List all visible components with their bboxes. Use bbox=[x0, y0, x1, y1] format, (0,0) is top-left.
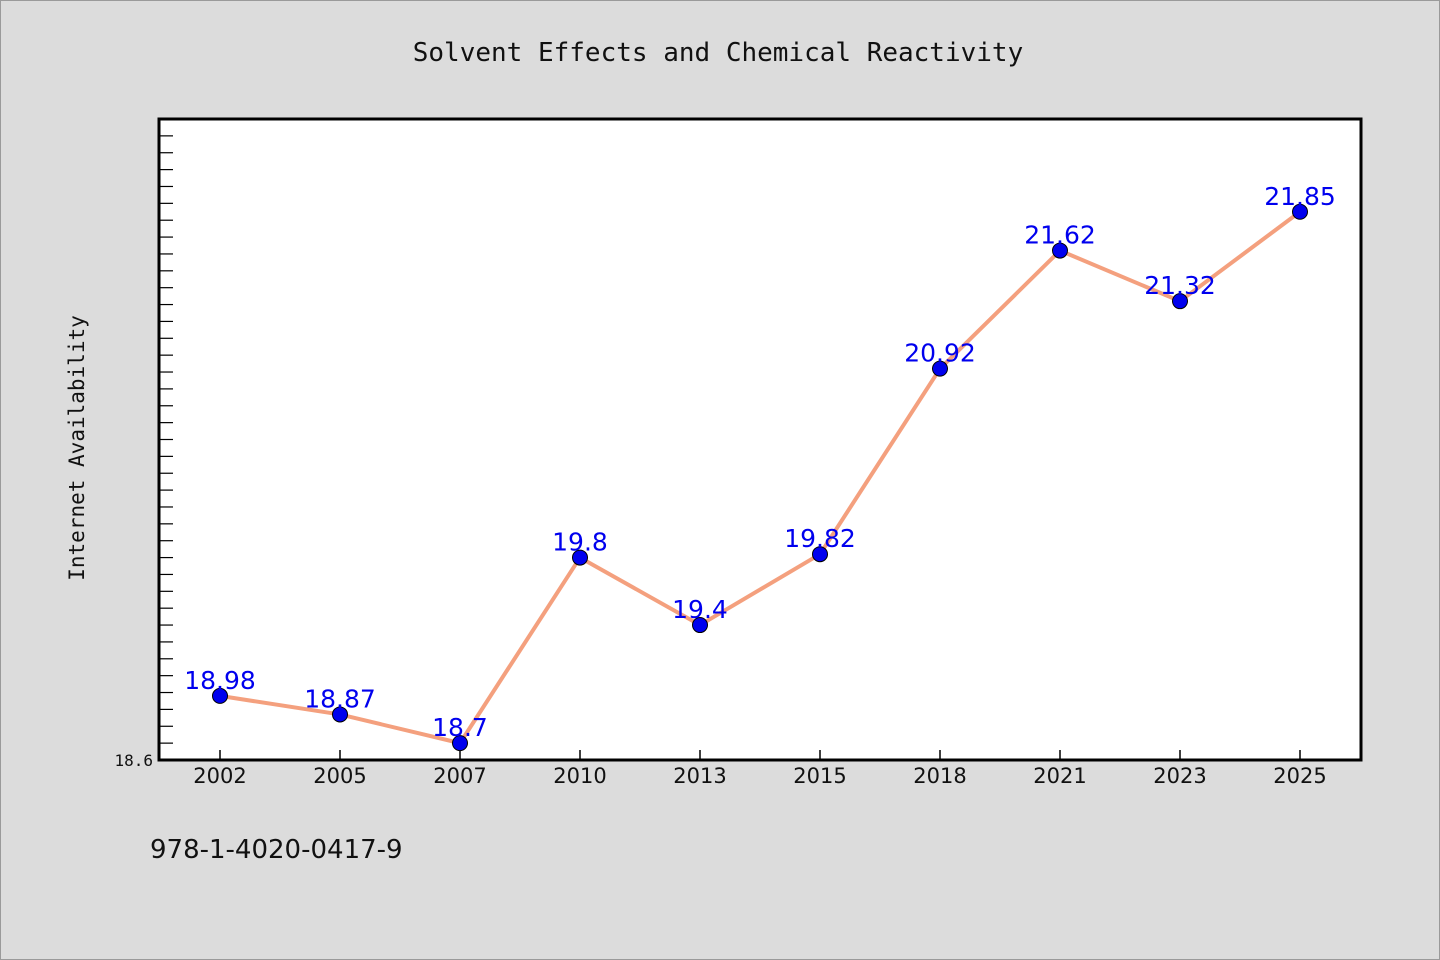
chart-title: Solvent Effects and Chemical Reactivity bbox=[413, 38, 1023, 68]
x-tick-label: 2018 bbox=[913, 764, 966, 788]
y-axis-label: Internet Availability bbox=[65, 315, 89, 581]
data-label: 20.92 bbox=[904, 339, 976, 368]
series-line-group: 18.98 18.87 18.7 19.8 19.4 19.82 20.92 21.62 21.… bbox=[184, 182, 1336, 752]
y-tick-label: 18.6 bbox=[114, 751, 153, 770]
data-point-marker bbox=[692, 617, 708, 634]
y-axis-ticks: 18.6 bbox=[114, 135, 173, 770]
x-tick-label: 2025 bbox=[1273, 764, 1326, 788]
data-point-marker bbox=[452, 735, 468, 752]
data-point-marker bbox=[1292, 203, 1308, 220]
x-tick-label: 2005 bbox=[313, 764, 366, 788]
series-line bbox=[219, 210, 1302, 746]
x-tick-label: 2021 bbox=[1033, 764, 1086, 788]
data-point-marker bbox=[812, 546, 828, 563]
x-tick-label: 2023 bbox=[1153, 764, 1206, 788]
x-tick-label: 2010 bbox=[553, 764, 606, 788]
data-label: 19.4 bbox=[672, 595, 728, 624]
x-tick-label: 2013 bbox=[673, 764, 726, 788]
data-label: 18.87 bbox=[304, 684, 376, 713]
data-label: 21.62 bbox=[1024, 221, 1096, 250]
data-point-marker bbox=[1052, 242, 1068, 259]
x-tick-label: 2002 bbox=[193, 764, 246, 788]
data-label: 18.7 bbox=[432, 713, 488, 742]
data-point-marker bbox=[332, 706, 348, 723]
data-label: 19.82 bbox=[784, 524, 856, 553]
x-tick-label: 2007 bbox=[433, 764, 486, 788]
data-point-marker bbox=[212, 687, 228, 704]
data-label: 18.98 bbox=[184, 666, 256, 695]
data-point-marker bbox=[1172, 293, 1188, 310]
plot-area bbox=[157, 117, 1363, 762]
x-tick-label: 2015 bbox=[793, 764, 846, 788]
data-point-marker bbox=[572, 549, 588, 566]
data-label: 19.8 bbox=[552, 528, 608, 557]
data-point-marker bbox=[932, 360, 948, 377]
data-label: 21.32 bbox=[1144, 271, 1216, 300]
data-label: 21.85 bbox=[1264, 182, 1336, 211]
footnote-isbn: 978-1-4020-0417-9 bbox=[150, 835, 403, 865]
x-axis-ticks: 2002 2005 2007 2010 2013 2015 2018 2021 2023 2025 bbox=[193, 750, 1327, 788]
